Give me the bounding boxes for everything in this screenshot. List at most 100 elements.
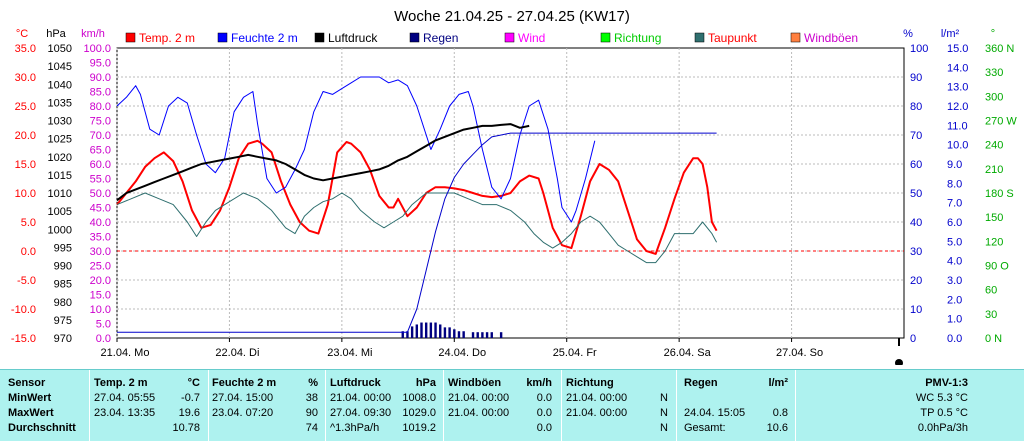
- wind-axis-unit: km/h: [81, 28, 105, 40]
- humidity-tick-label: 10: [910, 304, 922, 316]
- rain-tick-label: 14.0: [947, 62, 968, 74]
- pressure-tick-label: 1015: [48, 170, 72, 182]
- wind-tick-label: 100.0: [83, 43, 111, 55]
- stat-gust-t: 21.04. 00:00: [448, 407, 510, 419]
- header-press-unit: hPa: [415, 377, 436, 389]
- stat-press-v: 1008.0: [402, 392, 436, 404]
- wind-tick-label: 95.0: [90, 58, 111, 70]
- temp-tick-label: 5.0: [21, 217, 36, 229]
- humidity-tick-label: 90: [910, 72, 922, 84]
- weather-chart: Woche 21.04.25 - 27.04.25 (KW17) Temp. 2…: [11, 8, 1017, 365]
- wind-tick-label: 80.0: [90, 101, 111, 113]
- stat-label: MaxWert: [8, 407, 54, 419]
- rain-bar: [490, 332, 493, 338]
- rain-tick-label: 3.0: [947, 275, 962, 287]
- direction-tick-label: 120: [985, 236, 1003, 248]
- series-line-temp-2-m: [116, 139, 718, 255]
- stat-press-v: 1029.0: [402, 407, 436, 419]
- temp-tick-label: -15.0: [11, 333, 36, 345]
- stat-temp-v: 19.6: [178, 407, 200, 419]
- rain-bar: [434, 322, 437, 338]
- stat-rain-t: 24.04. 15:05: [684, 407, 746, 419]
- direction-tick-label: 270 W: [985, 116, 1017, 128]
- temp-tick-label: 10.0: [15, 188, 36, 200]
- rain-axis-unit: l/m²: [941, 28, 960, 40]
- moon-phase-icon: [895, 359, 903, 365]
- rain-bar: [499, 332, 503, 338]
- direction-tick-label: 180 S: [985, 188, 1014, 200]
- x-tick-label: 25.04. Fr: [553, 347, 597, 359]
- pressure-tick-label: 970: [54, 333, 72, 345]
- header-sensor: Sensor: [8, 377, 46, 389]
- wind-tick-label: 0.0: [96, 333, 111, 345]
- wind-tick-label: 65.0: [90, 145, 111, 157]
- rain-tick-label: 8.0: [947, 178, 962, 190]
- direction-tick-label: 60: [985, 285, 997, 297]
- series-line-regen: [117, 132, 717, 333]
- stat-dir-v: N: [660, 407, 668, 419]
- humidity-tick-label: 50: [910, 188, 922, 200]
- x-axis-labels: 21.04. Mo 22.04. Di 23.04. Mi 24.04. Do 25.0…: [101, 338, 900, 359]
- temp-tick-label: 30.0: [15, 72, 36, 84]
- humidity-tick-label: 80: [910, 101, 922, 113]
- humidity-tick-label: 60: [910, 159, 922, 171]
- pressure-tick-label: 980: [54, 297, 72, 309]
- pressure-tick-label: 1045: [48, 61, 72, 73]
- direction-tick-label: 90 O: [985, 261, 1009, 273]
- pressure-tick-label: 995: [54, 242, 72, 254]
- wind-tick-label: 20.0: [90, 275, 111, 287]
- stat-pmv: WC 5.3 °C: [915, 392, 968, 404]
- rain-tick-label: 15.0: [947, 43, 968, 55]
- stat-temp-t: 23.04. 13:35: [94, 407, 156, 419]
- temp-tick-label: 35.0: [15, 43, 36, 55]
- rain-bar: [476, 332, 479, 338]
- stat-rain-t: Gesamt:: [684, 422, 726, 434]
- pressure-tick-label: 1010: [48, 188, 72, 200]
- pressure-tick-label: 985: [54, 279, 72, 291]
- stat-rain-v: 0.8: [772, 407, 788, 419]
- legend-swatch: [314, 32, 325, 43]
- stat-gust-v: 0.0: [536, 422, 552, 434]
- chart-series: [116, 76, 718, 338]
- rain-tick-label: 7.0: [947, 198, 962, 210]
- rain-tick-label: 12.0: [947, 101, 968, 113]
- wind-tick-label: 55.0: [90, 174, 111, 186]
- legend-swatch: [217, 32, 228, 43]
- legend-label: Wind: [518, 31, 545, 45]
- stat-press-t: ^1.3hPa/h: [330, 422, 380, 434]
- pressure-tick-label: 1025: [48, 134, 72, 146]
- header-temp: Temp. 2 m: [94, 377, 148, 389]
- header-pmv: PMV-1:3: [925, 377, 968, 389]
- wind-tick-label: 25.0: [90, 261, 111, 273]
- stat-hum-v: 90: [305, 407, 318, 419]
- rain-bar: [448, 327, 451, 338]
- pressure-tick-label: 975: [54, 315, 72, 327]
- wind-tick-label: 30.0: [90, 246, 111, 258]
- stat-hum-t: 23.04. 07:20: [212, 407, 274, 419]
- legend-swatch: [409, 32, 420, 43]
- humidity-tick-label: 20: [910, 275, 922, 287]
- direction-tick-label: 0 N: [985, 333, 1002, 345]
- wind-tick-label: 15.0: [90, 290, 111, 302]
- wind-tick-label: 50.0: [90, 188, 111, 200]
- rain-tick-label: 13.0: [947, 82, 968, 94]
- header-rain: Regen: [684, 377, 718, 389]
- rain-tick-label: 6.0: [947, 217, 962, 229]
- pressure-tick-label: 1030: [48, 116, 72, 128]
- wind-tick-label: 85.0: [90, 87, 111, 99]
- rain-bar: [471, 332, 475, 338]
- rain-bar: [429, 322, 433, 338]
- rain-tick-label: 0.0: [947, 333, 962, 345]
- stat-temp-v: -0.7: [181, 392, 200, 404]
- pressure-tick-label: 1040: [48, 79, 72, 91]
- wind-tick-label: 70.0: [90, 130, 111, 142]
- stat-dir-t: 21.04. 00:00: [566, 392, 628, 404]
- x-tick-label: 22.04. Di: [215, 347, 259, 359]
- direction-tick-label: 210: [985, 164, 1003, 176]
- rain-tick-label: 2.0: [947, 294, 962, 306]
- humidity-tick-label: 30: [910, 246, 922, 258]
- humidity-tick-label: 100: [910, 43, 928, 55]
- wind-tick-label: 60.0: [90, 159, 111, 171]
- x-tick-label: 24.04. Do: [438, 347, 486, 359]
- series-line-taupunkt: [116, 192, 718, 264]
